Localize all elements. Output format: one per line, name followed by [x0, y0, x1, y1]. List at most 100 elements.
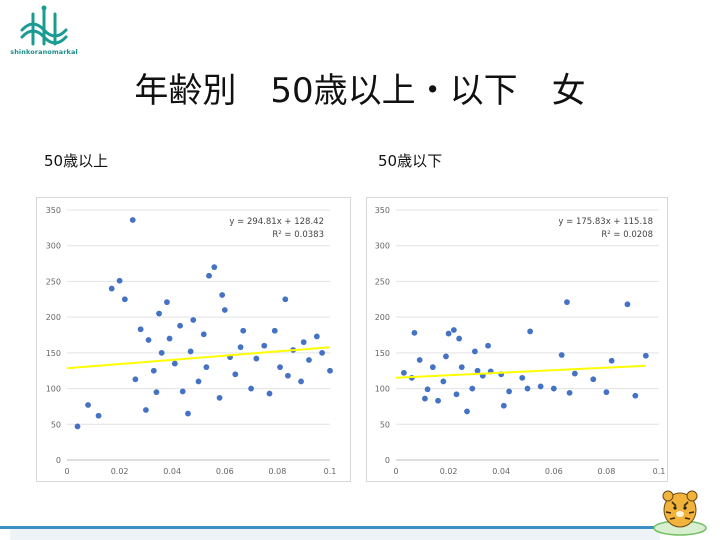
- data-point: [632, 392, 639, 399]
- data-point: [624, 301, 631, 308]
- data-point: [253, 355, 260, 362]
- data-point: [108, 285, 115, 292]
- data-point: [185, 410, 191, 417]
- trendline: [66, 346, 331, 370]
- data-point: [506, 388, 512, 395]
- logo-text: shinkoranomarkal: [10, 48, 78, 56]
- r-squared-label: R² = 0.0208: [601, 230, 653, 240]
- data-point: [472, 348, 478, 355]
- data-point: [327, 367, 333, 374]
- trendline: [395, 364, 646, 379]
- data-point: [474, 367, 481, 374]
- data-point: [156, 310, 162, 317]
- data-point: [195, 378, 202, 385]
- data-point: [464, 408, 470, 415]
- data-point: [485, 342, 491, 349]
- data-point: [450, 327, 457, 333]
- chart-svg: 0 50 100 150 200 250 300 350 0 0.02 0.04 0.06 0.08 0.…: [375, 206, 666, 476]
- data-point: [240, 327, 247, 334]
- data-point: [121, 296, 128, 303]
- data-point: [298, 378, 304, 385]
- trendline-equation: y = 175.83x + 115.18: [558, 217, 653, 227]
- data-point: [261, 342, 268, 349]
- data-point: [179, 388, 186, 395]
- data-point: [219, 292, 226, 298]
- y-tick-label: 300: [46, 242, 61, 251]
- data-point: [527, 328, 534, 335]
- data-point: [164, 299, 170, 306]
- y-tick-label: 200: [46, 313, 61, 322]
- data-point: [129, 217, 136, 223]
- data-point: [232, 371, 239, 378]
- y-tick-label: 250: [46, 277, 61, 286]
- x-tick-label: 0.1: [324, 467, 337, 476]
- y-tick-label: 300: [375, 242, 390, 251]
- data-point: [206, 272, 212, 279]
- x-tick-label: 0: [393, 467, 398, 476]
- data-point: [145, 337, 152, 343]
- data-point: [285, 372, 291, 379]
- y-tick-label: 150: [375, 349, 390, 358]
- data-point: [116, 277, 123, 284]
- data-point: [453, 391, 460, 398]
- page-title: 年齢別 50歳以上・以下 女: [134, 71, 586, 111]
- y-tick-label: 150: [46, 349, 61, 358]
- data-point: [566, 389, 573, 396]
- r-squared-label: R² = 0.0383: [272, 230, 324, 240]
- x-tick-label: 0.02: [111, 467, 129, 476]
- y-tick-label: 50: [51, 420, 61, 429]
- data-point: [445, 330, 452, 337]
- data-point: [550, 385, 557, 392]
- data-point: [313, 333, 320, 340]
- data-point: [590, 376, 597, 383]
- data-point: [95, 412, 102, 419]
- data-point: [203, 364, 210, 371]
- data-point: [150, 367, 157, 374]
- x-tick-label: 0.02: [440, 467, 458, 476]
- right-chart-label: 50歳以下: [378, 152, 443, 170]
- y-tick-label: 0: [385, 456, 390, 465]
- footer-divider: [0, 526, 660, 529]
- data-point: [211, 264, 218, 271]
- x-tick-label: 0.1: [653, 467, 666, 476]
- y-tick-label: 250: [375, 277, 390, 286]
- y-tick-label: 350: [46, 206, 61, 215]
- data-point: [443, 353, 449, 360]
- data-point: [200, 331, 207, 338]
- data-point: [221, 307, 228, 313]
- data-point: [435, 397, 441, 404]
- data-point: [158, 349, 165, 356]
- data-point: [300, 339, 307, 346]
- data-point: [143, 407, 149, 413]
- data-point: [137, 326, 144, 333]
- data-point: [271, 327, 278, 334]
- data-point: [524, 385, 531, 392]
- data-point: [187, 348, 194, 355]
- data-point: [537, 383, 544, 390]
- x-tick-label: 0.08: [597, 467, 615, 476]
- tiger-mascot-icon: [652, 486, 708, 536]
- data-point: [248, 385, 255, 392]
- data-point: [500, 402, 507, 409]
- x-tick-label: 0.08: [268, 467, 286, 476]
- data-point: [400, 369, 407, 376]
- x-tick-label: 0.06: [545, 467, 563, 476]
- data-point: [456, 335, 463, 342]
- data-point: [319, 349, 326, 356]
- x-tick-label: 0.06: [216, 467, 234, 476]
- data-point: [153, 389, 160, 396]
- data-point: [282, 296, 289, 303]
- data-point: [132, 376, 139, 383]
- data-point: [440, 378, 447, 385]
- y-tick-label: 200: [375, 313, 390, 322]
- scatter-chart-over-50: 0 50 100 150 200 250 300 350 0 0.02 0.04 0.06 0.08 0.…: [36, 197, 351, 482]
- data-point: [177, 322, 183, 329]
- data-point: [74, 423, 81, 430]
- logo: shinkoranomarkal: [6, 4, 82, 62]
- x-tick-label: 0.04: [492, 467, 510, 476]
- data-point: [429, 364, 436, 371]
- chart-svg: 0 50 100 150 200 250 300 350 0 0.02 0.04 0.06 0.08 0.…: [46, 206, 337, 476]
- data-point: [416, 357, 423, 363]
- data-point: [266, 390, 273, 397]
- data-point: [469, 385, 476, 392]
